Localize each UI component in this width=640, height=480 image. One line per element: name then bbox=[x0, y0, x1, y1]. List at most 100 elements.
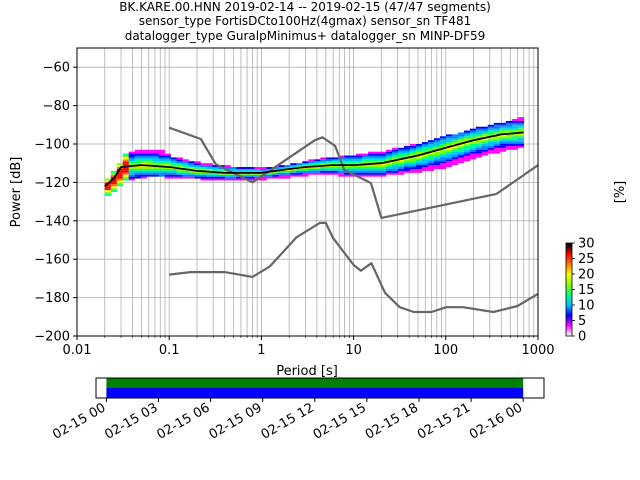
heatmap-cell bbox=[146, 159, 153, 162]
heatmap-cell bbox=[398, 153, 405, 156]
colorbar-segment bbox=[566, 325, 572, 328]
colorbar-segment bbox=[566, 305, 572, 307]
heatmap-cell bbox=[194, 163, 201, 166]
colorbar-tick-label: 30 bbox=[578, 237, 595, 252]
heatmap-cell bbox=[140, 176, 147, 179]
heatmap-cell bbox=[332, 167, 339, 169]
heatmap-cell bbox=[374, 151, 381, 154]
heatmap-cell bbox=[475, 144, 483, 146]
heatmap-cell bbox=[272, 174, 279, 177]
heatmap-cell bbox=[499, 130, 507, 133]
heatmap-cell bbox=[451, 157, 459, 160]
heatmap-cell bbox=[350, 174, 357, 177]
heatmap-cell bbox=[404, 153, 411, 156]
heatmap-cell bbox=[517, 145, 525, 148]
heatmap-cell bbox=[457, 145, 465, 148]
heatmap-cell bbox=[433, 138, 441, 141]
heatmap-cell bbox=[499, 149, 507, 152]
heatmap-cell bbox=[421, 153, 429, 156]
heatmap-cell bbox=[427, 168, 435, 171]
colorbar-segment bbox=[566, 318, 572, 321]
heatmap-cell bbox=[517, 126, 525, 129]
heatmap-cell bbox=[242, 167, 249, 169]
heatmap-cell bbox=[451, 153, 459, 156]
heatmap-cell bbox=[188, 174, 195, 177]
heatmap-cell bbox=[134, 151, 141, 154]
heatmap-cell bbox=[475, 130, 483, 133]
heatmap-cell bbox=[362, 172, 369, 175]
heatmap-cell bbox=[511, 119, 519, 121]
heatmap-cell bbox=[128, 163, 135, 166]
heatmap-cell bbox=[475, 136, 483, 139]
heatmap-cell bbox=[457, 157, 465, 160]
heatmap-cell bbox=[134, 163, 141, 166]
colorbar-segment bbox=[566, 281, 572, 284]
colorbar-segment bbox=[566, 294, 572, 297]
colorbar-segment bbox=[566, 261, 572, 264]
heatmap-cell bbox=[332, 159, 339, 162]
heatmap-cell bbox=[404, 165, 411, 168]
heatmap-cell bbox=[445, 157, 453, 160]
heatmap-cell bbox=[110, 174, 118, 177]
heatmap-cell bbox=[128, 176, 135, 179]
heatmap-cell bbox=[158, 167, 165, 169]
heatmap-cell bbox=[332, 163, 339, 166]
heatmap-cell bbox=[469, 147, 477, 150]
heatmap-cell bbox=[517, 130, 525, 133]
heatmap-cell bbox=[457, 138, 465, 141]
heatmap-cell bbox=[338, 168, 345, 171]
heatmap-cell bbox=[140, 174, 147, 177]
heatmap-cell bbox=[344, 167, 351, 169]
heatmap-cell bbox=[445, 165, 453, 168]
heatmap-cell bbox=[439, 157, 447, 160]
heatmap-cell bbox=[439, 155, 447, 158]
heatmap-cell bbox=[344, 155, 351, 158]
heatmap-cell bbox=[320, 168, 327, 171]
colorbar-segment bbox=[566, 247, 572, 250]
heatmap-cell bbox=[140, 153, 147, 156]
heatmap-cell bbox=[128, 178, 135, 181]
heatmap-cell bbox=[439, 153, 447, 156]
heatmap-cell bbox=[182, 167, 189, 169]
heatmap-cell bbox=[338, 170, 345, 173]
heatmap-cell bbox=[493, 124, 501, 127]
heatmap-cell bbox=[326, 172, 333, 175]
heatmap-cell bbox=[116, 163, 124, 166]
heatmap-cell bbox=[445, 155, 453, 158]
heatmap-cell bbox=[487, 149, 495, 152]
heatmap-cell bbox=[158, 149, 165, 152]
colorbar-segment bbox=[566, 314, 572, 317]
heatmap-cell bbox=[308, 167, 315, 169]
colorbar-segment bbox=[566, 267, 572, 270]
heatmap-cell bbox=[170, 159, 177, 162]
heatmap-cell bbox=[398, 155, 405, 158]
colorbar-segment bbox=[566, 269, 572, 272]
heatmap-cell bbox=[386, 170, 393, 173]
heatmap-cell bbox=[152, 161, 159, 164]
heatmap-cell bbox=[122, 161, 129, 164]
heatmap-cell bbox=[206, 176, 213, 179]
heatmap-cell bbox=[445, 134, 453, 137]
heatmap-cell bbox=[218, 176, 225, 179]
heatmap-cell bbox=[409, 149, 417, 152]
heatmap-cell bbox=[475, 149, 483, 152]
heatmap-cell bbox=[290, 165, 297, 168]
heatmap-cell bbox=[409, 144, 417, 146]
heatmap-cell bbox=[320, 170, 327, 173]
heatmap-cell bbox=[242, 176, 249, 179]
heatmap-cell bbox=[332, 161, 339, 164]
heatmap-cell bbox=[481, 128, 489, 131]
heatmap-cell bbox=[505, 145, 513, 148]
heatmap-cell bbox=[404, 167, 411, 169]
heatmap-cell bbox=[451, 134, 459, 137]
heatmap-cell bbox=[350, 168, 357, 171]
heatmap-cell bbox=[368, 170, 375, 173]
heatmap-cell bbox=[218, 174, 225, 177]
heatmap-cell bbox=[421, 149, 429, 152]
colorbar-segment bbox=[566, 283, 572, 286]
heatmap-cell bbox=[164, 176, 171, 179]
heatmap-cell bbox=[493, 149, 501, 152]
heatmap-cell bbox=[284, 167, 291, 169]
x-tick-label: 0.01 bbox=[63, 343, 92, 358]
